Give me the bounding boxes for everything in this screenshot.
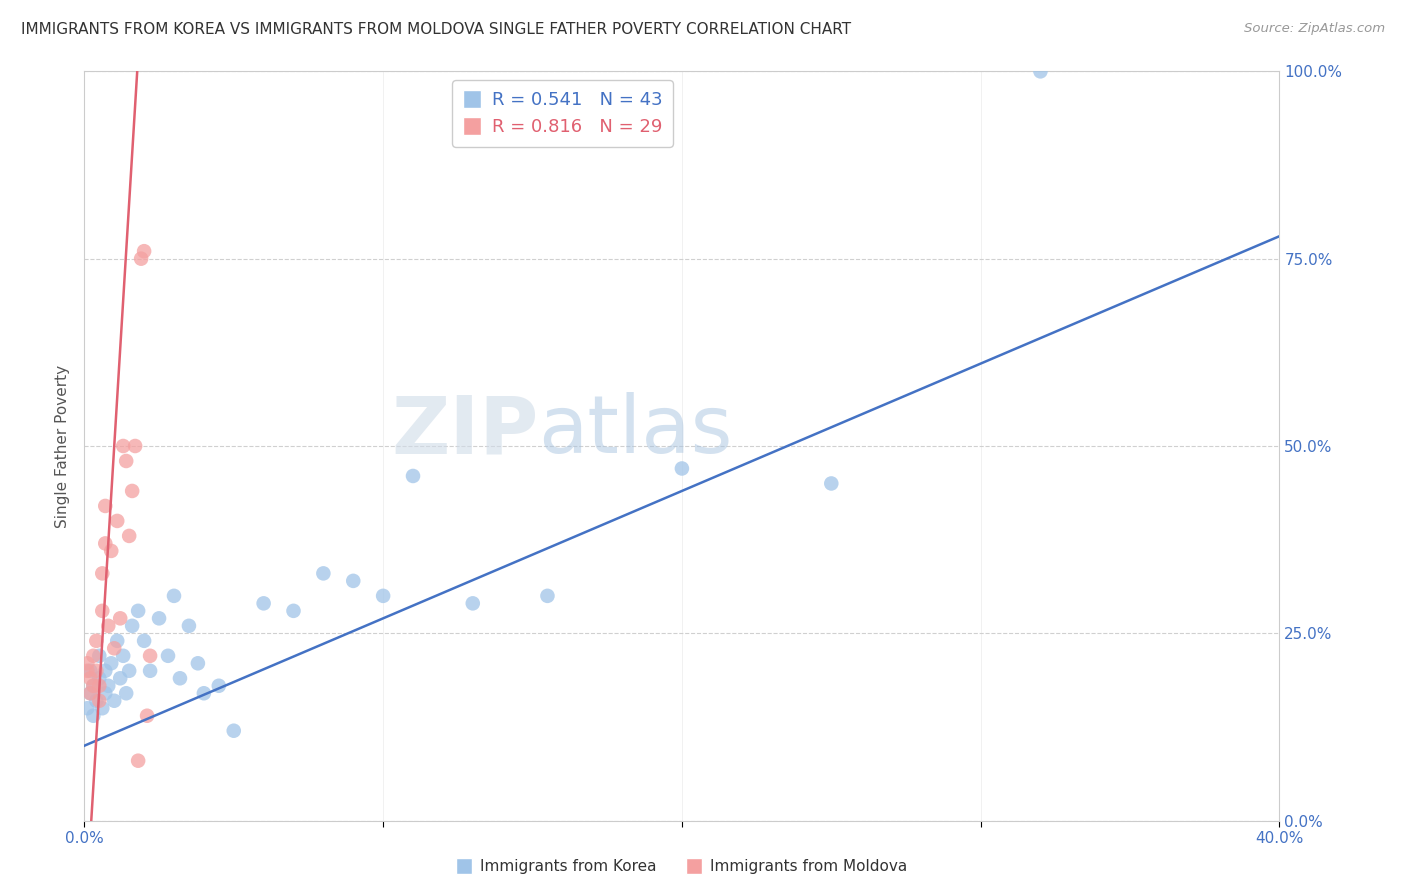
Point [82, 648, 104, 663]
Point [89, 671, 111, 685]
Point [82, 679, 104, 693]
Point [1029, 64, 1052, 78]
Point [91, 566, 114, 581]
Point [76, 657, 98, 671]
Text: Source: ZipAtlas.com: Source: ZipAtlas.com [1244, 22, 1385, 36]
Point [187, 657, 209, 671]
Point [94, 536, 117, 550]
Point [112, 648, 135, 663]
Point [79, 686, 101, 700]
Point [118, 529, 141, 543]
Point [79, 686, 101, 700]
Point [177, 619, 200, 633]
Point [124, 439, 146, 453]
Point [76, 664, 98, 678]
Point [139, 648, 162, 663]
Point [94, 664, 117, 678]
Point [97, 619, 120, 633]
Point [208, 679, 231, 693]
Point [115, 686, 138, 700]
Point [129, 252, 152, 266]
Point [112, 439, 135, 453]
Text: ZIP: ZIP [391, 392, 538, 470]
Point [100, 657, 122, 671]
Point [169, 671, 191, 685]
Point [820, 476, 842, 491]
Point [110, 611, 132, 625]
Point [91, 701, 114, 715]
Point [121, 483, 143, 498]
Point [105, 514, 128, 528]
Point [373, 589, 395, 603]
Point [283, 604, 305, 618]
Point [139, 664, 162, 678]
Point [103, 694, 125, 708]
Point [86, 694, 108, 708]
Point [222, 723, 245, 738]
Point [103, 641, 125, 656]
Text: atlas: atlas [538, 392, 733, 470]
Point [127, 604, 149, 618]
Point [253, 596, 276, 610]
Point [461, 596, 484, 610]
Point [157, 648, 180, 663]
Point [86, 664, 108, 678]
Point [132, 244, 156, 259]
Point [89, 679, 111, 693]
Legend: Immigrants from Korea, Immigrants from Moldova: Immigrants from Korea, Immigrants from M… [451, 854, 912, 880]
Point [402, 469, 425, 483]
Point [193, 686, 215, 700]
Point [118, 664, 141, 678]
Point [79, 664, 101, 678]
Point [115, 454, 138, 468]
Point [342, 574, 364, 588]
Point [89, 648, 111, 663]
Point [148, 611, 170, 625]
Y-axis label: Single Father Poverty: Single Father Poverty [55, 365, 70, 527]
Point [97, 679, 120, 693]
Point [82, 708, 104, 723]
Point [91, 604, 114, 618]
Point [163, 589, 186, 603]
Point [121, 619, 143, 633]
Point [100, 544, 122, 558]
Point [86, 633, 108, 648]
Point [312, 566, 335, 581]
Point [136, 708, 159, 723]
Point [132, 633, 156, 648]
Point [127, 754, 149, 768]
Point [94, 499, 117, 513]
Point [94, 686, 117, 700]
Text: IMMIGRANTS FROM KOREA VS IMMIGRANTS FROM MOLDOVA SINGLE FATHER POVERTY CORRELATI: IMMIGRANTS FROM KOREA VS IMMIGRANTS FROM… [21, 22, 851, 37]
Point [82, 679, 104, 693]
Point [110, 671, 132, 685]
Point [89, 694, 111, 708]
Point [105, 633, 128, 648]
Point [76, 701, 98, 715]
Point [79, 671, 101, 685]
Point [536, 589, 558, 603]
Point [671, 461, 693, 475]
